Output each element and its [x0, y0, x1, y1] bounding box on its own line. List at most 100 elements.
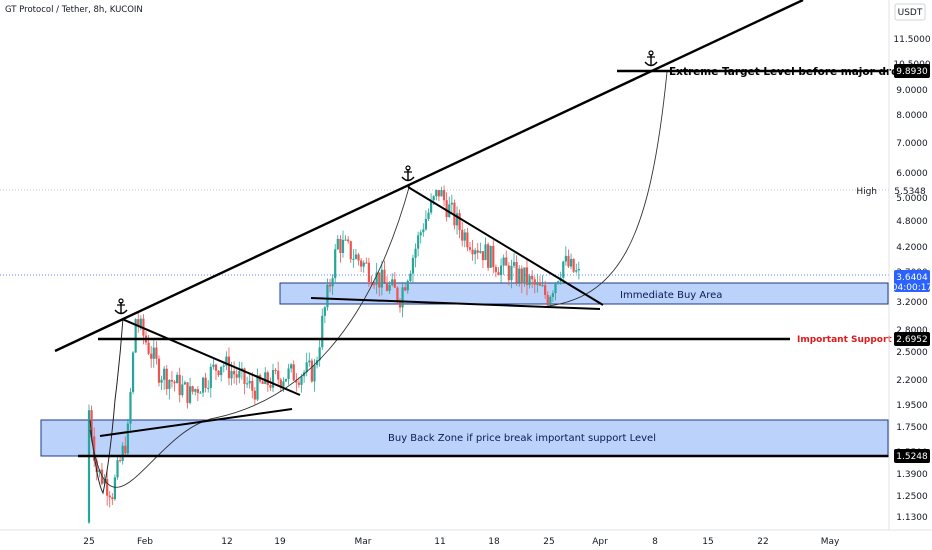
candle	[300, 373, 303, 393]
candle	[160, 375, 163, 390]
candle	[238, 361, 241, 384]
candle	[321, 308, 324, 351]
candle	[474, 247, 477, 265]
price-tick-label: 2.5000	[896, 348, 928, 358]
candle	[188, 377, 192, 405]
time-tick-label: 25	[83, 537, 94, 547]
currency-label: USDT	[898, 8, 923, 18]
time-tick-label: 19	[274, 537, 286, 547]
candle	[385, 276, 389, 292]
candle	[572, 258, 575, 273]
candle	[357, 252, 360, 266]
time-axis[interactable]: 25 Feb 12 19 Mar 11 18 25 Apr 8 15 22 May	[83, 537, 840, 547]
candle	[481, 251, 485, 268]
candle	[119, 456, 122, 463]
candle	[217, 370, 220, 378]
currency-button[interactable]	[894, 3, 926, 21]
candle	[323, 305, 326, 324]
high-label: High	[856, 187, 877, 197]
price-tick-label: 7.0000	[896, 139, 928, 149]
candle	[284, 378, 288, 382]
candle	[274, 368, 277, 375]
candle	[378, 272, 381, 297]
candle	[435, 189, 438, 201]
bar-countdown: 04:00:17	[892, 283, 932, 293]
price-tick-label: 1.2500	[896, 492, 928, 502]
candle	[207, 380, 210, 393]
price-tick-label: 1.9500	[896, 401, 928, 411]
candle	[484, 237, 487, 261]
candle	[331, 274, 334, 296]
time-tick-label: 25	[543, 537, 554, 547]
candle	[111, 493, 114, 505]
candle	[383, 260, 386, 283]
candle	[569, 253, 573, 270]
candle	[567, 249, 570, 269]
anchor-icon	[114, 298, 128, 315]
chart-header-title: GT Protocol / Tether, 8h, KUCOIN	[5, 5, 143, 15]
price-tick-label: 8.0000	[896, 111, 928, 121]
candle	[253, 386, 256, 405]
candle	[411, 254, 415, 283]
candle	[492, 240, 495, 274]
candle	[404, 283, 407, 292]
candle	[354, 249, 358, 260]
candle	[360, 257, 363, 273]
time-tick-label: 11	[434, 537, 445, 547]
candle	[430, 193, 433, 215]
candle	[341, 230, 345, 258]
candle	[108, 491, 111, 508]
candle	[518, 265, 521, 287]
candle	[352, 249, 355, 268]
candle	[442, 185, 446, 206]
price-tick-label: 9.0000	[896, 86, 928, 96]
candle	[334, 243, 337, 284]
candle	[391, 273, 394, 287]
time-tick-label: 12	[221, 537, 232, 547]
candle	[554, 281, 557, 301]
candle	[165, 365, 168, 396]
candle	[419, 229, 422, 244]
candle	[220, 366, 223, 382]
candle	[450, 194, 453, 215]
price-tick-label: 4.2000	[896, 243, 928, 253]
candle	[424, 210, 428, 231]
price-tick-label: 11.5000	[893, 35, 930, 45]
buy-area-annotation: Immediate Buy Area	[620, 290, 722, 301]
candle	[536, 273, 539, 293]
candle	[461, 221, 464, 247]
candle	[393, 272, 396, 288]
buy-back-price-tag	[894, 449, 930, 463]
price-tick-label: 3.2000	[896, 298, 928, 308]
triangle-2-lower	[310, 297, 601, 310]
candle	[227, 347, 231, 386]
price-tick-label: 2.2000	[896, 376, 928, 386]
candle	[512, 253, 516, 269]
candle	[417, 231, 420, 257]
candle	[212, 358, 215, 370]
candle	[463, 228, 466, 248]
candle	[445, 192, 448, 222]
candle	[295, 373, 298, 392]
high-price-value: 5.5348	[894, 187, 926, 197]
candle	[100, 462, 104, 486]
candle	[531, 270, 534, 288]
candle	[264, 367, 267, 385]
support-price-value: 2.6952	[896, 335, 928, 345]
candle	[290, 363, 293, 373]
candle	[520, 265, 523, 294]
candle	[523, 267, 526, 287]
candle	[525, 259, 529, 296]
candle	[549, 295, 552, 307]
candle	[528, 273, 531, 289]
time-tick-label: Feb	[137, 537, 153, 547]
candle	[178, 367, 181, 403]
candle	[437, 190, 440, 202]
candle	[201, 376, 205, 397]
candle	[499, 258, 503, 283]
time-tick-label: Apr	[592, 537, 608, 547]
candle	[564, 246, 567, 266]
buy-back-annotation: Buy Back Zone if price break important s…	[388, 433, 656, 444]
candle	[336, 235, 339, 251]
